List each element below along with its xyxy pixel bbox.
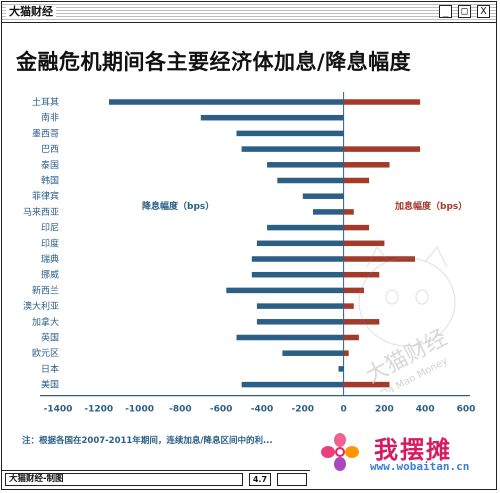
category-label: 印度: [41, 237, 59, 249]
hike-bar: [343, 146, 421, 152]
cut-bar: [251, 256, 344, 262]
x-tick-label: -1200: [84, 405, 113, 415]
category-label: 墨西哥: [32, 128, 59, 139]
status-label: 大猫财经-制图: [5, 473, 243, 486]
hike-bar: [343, 162, 390, 168]
chart-title: 金融危机期间各主要经济体加息/降息幅度: [16, 50, 412, 74]
category-label: 菲律宾: [32, 190, 59, 202]
pinwheel-logo-icon: [321, 433, 359, 471]
x-tick-label: 0: [340, 405, 346, 415]
category-label: 韩国: [41, 175, 59, 187]
cut-bar: [338, 366, 344, 372]
x-tick-label: 600: [457, 405, 476, 415]
hike-bar: [343, 209, 354, 215]
category-label: 土耳其: [32, 96, 59, 108]
cut-bar: [256, 240, 344, 247]
x-tick-label: -800: [169, 405, 192, 415]
cut-bar: [313, 209, 344, 215]
cut-bar: [277, 177, 344, 184]
cut-bar: [302, 193, 344, 199]
category-label: 泰国: [41, 159, 59, 171]
x-tick-label: -600: [210, 405, 233, 415]
window-title: 大猫财经: [6, 5, 56, 19]
hike-bar: [343, 303, 354, 309]
category-label: 英国: [41, 332, 59, 344]
category-label: 巴西: [41, 144, 59, 155]
status-version: 4.7: [249, 473, 271, 486]
x-tick-label: 200: [375, 405, 394, 415]
category-label: 新西兰: [32, 284, 59, 296]
category-label: 印尼: [41, 222, 59, 234]
hike-bar: [343, 381, 390, 388]
watermark-url: www.wobaitan.cn: [370, 460, 470, 473]
category-label: 美国: [41, 379, 59, 391]
hike-bar: [343, 224, 370, 231]
hike-bar: [343, 177, 370, 184]
site-watermark: 我摆摊 www.wobaitan.cn: [310, 430, 496, 474]
cut-bar: [236, 130, 344, 137]
category-label: 马来西亚: [23, 207, 59, 218]
hike-bar: [343, 271, 380, 278]
category-label: 澳大利亚: [23, 300, 59, 312]
close-button[interactable]: X: [477, 5, 490, 18]
hike-bar: [343, 99, 421, 105]
x-tick-label: 400: [416, 405, 435, 415]
cut-bar: [241, 146, 344, 152]
hike-bar: [343, 319, 380, 325]
hike-bar: [343, 256, 415, 262]
x-tick-label: -1000: [125, 405, 154, 415]
cut-bar: [236, 334, 344, 341]
hike-bar: [343, 287, 364, 294]
cut-bar: [109, 99, 344, 105]
category-label: 日本: [41, 363, 59, 375]
category-label: 欧元区: [32, 347, 59, 359]
status-bar: 大猫财经-制图 4.7: [2, 470, 496, 489]
cut-bar: [256, 303, 344, 309]
cut-bar: [251, 271, 344, 278]
cut-bar: [226, 287, 344, 294]
hike-bar: [343, 334, 359, 341]
category-label: 加拿大: [32, 316, 59, 328]
title-bar[interactable]: 大猫财经 _ □ X: [2, 2, 496, 23]
x-tick-label: -400: [251, 405, 274, 415]
minimize-button[interactable]: _: [439, 5, 452, 18]
category-label: 瑞典: [41, 253, 59, 265]
watermark-stamp: 大猫财经 Da Mao Money: [358, 245, 456, 392]
hike-bar: [343, 350, 349, 356]
status-field: [277, 473, 307, 486]
x-tick-label: -200: [292, 405, 315, 415]
cut-bar: [256, 319, 344, 325]
cut-bar: [282, 350, 344, 356]
hike-series-label: 加息幅度（bps）: [394, 200, 467, 212]
cut-bar: [241, 381, 344, 388]
cut-series-label: 降息幅度（bps）: [142, 200, 214, 212]
cut-bar: [267, 224, 344, 231]
cut-bar: [200, 114, 344, 121]
cut-bar: [267, 162, 344, 168]
maximize-button[interactable]: □: [458, 5, 471, 18]
watermark-name: 我摆摊: [374, 436, 452, 464]
category-label: 挪威: [41, 269, 59, 281]
x-tick-label: -1400: [44, 405, 73, 415]
category-label: 南非: [41, 112, 59, 124]
bar-chart: -1400 -1200 -1000 -800 -600 -400 -200 0 200 400 60…: [23, 92, 476, 415]
footnote: 注：根据各国在2007-2011年期间，连续加息/降息区间中的利...: [22, 436, 273, 446]
hike-bar: [343, 240, 385, 247]
